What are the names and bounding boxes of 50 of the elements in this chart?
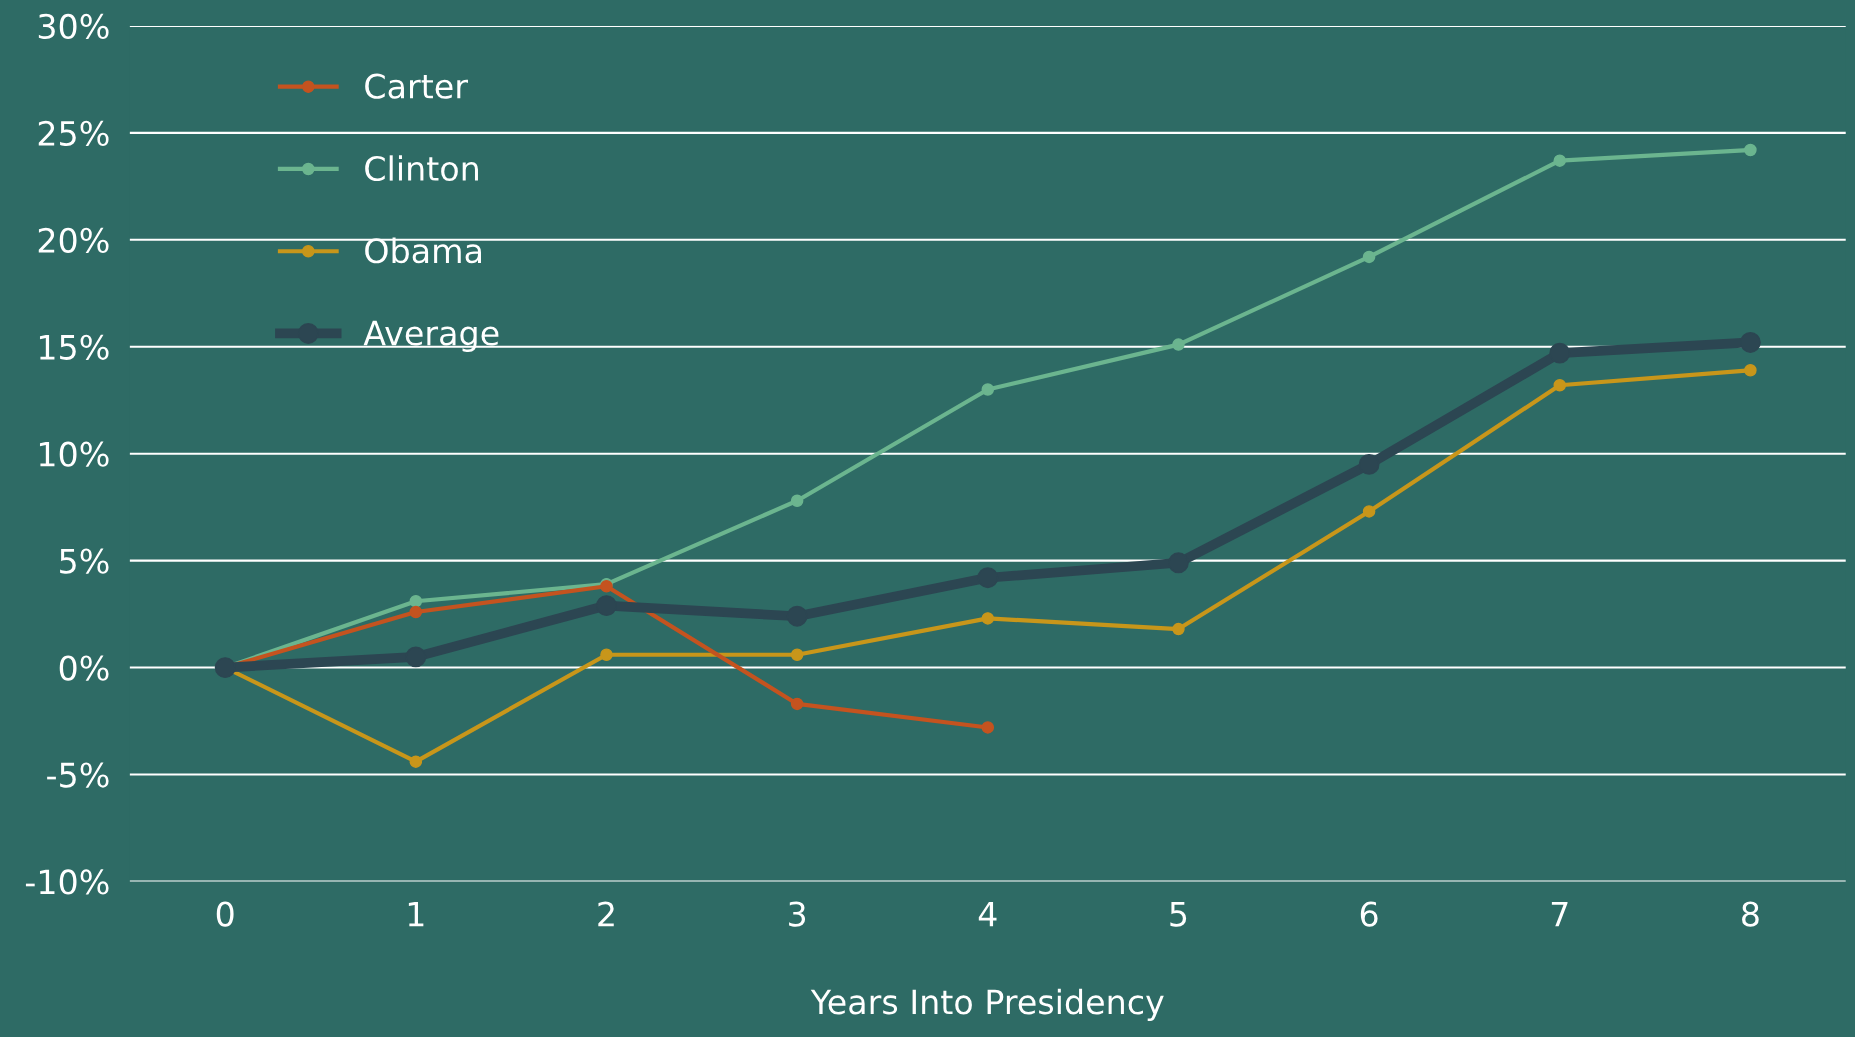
point: [786, 605, 808, 627]
x-tick-label: 4: [978, 901, 997, 927]
point: [1744, 364, 1757, 377]
y-tick-label: 5%: [60, 548, 109, 574]
point: [409, 595, 423, 608]
point: [1744, 143, 1757, 157]
point: [1172, 622, 1185, 636]
point: [1172, 338, 1185, 351]
point: [1358, 453, 1380, 475]
point: [1739, 332, 1761, 353]
x-tick-label: 0: [216, 901, 234, 927]
point: [1549, 342, 1571, 364]
point: [790, 648, 804, 661]
x-tick-label: 2: [598, 901, 614, 927]
legend-label: Average: [363, 320, 499, 353]
point: [1553, 378, 1567, 392]
legend-label: Clinton: [365, 155, 478, 182]
y-tick-label: -5%: [47, 762, 109, 788]
point: [600, 648, 613, 661]
point: [981, 612, 995, 625]
point: [981, 383, 995, 396]
x-tick-label: 5: [1170, 901, 1187, 927]
x-tick-label: 1: [408, 901, 424, 927]
y-tick-label: 15%: [39, 334, 109, 360]
x-axis-title: Years Into Presidency: [810, 988, 1164, 1021]
point: [405, 646, 427, 668]
x-tick-label: 7: [1551, 901, 1568, 927]
point: [790, 494, 804, 507]
point: [1168, 552, 1189, 574]
point: [214, 657, 236, 678]
x-tick-label: 6: [1360, 901, 1378, 927]
point: [1362, 250, 1376, 264]
point: [1362, 505, 1376, 518]
point: [596, 595, 617, 616]
x-tick-label: 8: [1742, 901, 1759, 927]
point: [790, 697, 804, 711]
point: [981, 721, 995, 734]
point: [409, 755, 423, 768]
legend-label: Obama: [365, 237, 481, 264]
point: [409, 605, 423, 619]
x-tick-label: 3: [789, 901, 806, 927]
y-tick-label: 20%: [38, 227, 109, 253]
y-tick-label: 25%: [38, 120, 109, 146]
y-tick-label: -10%: [25, 869, 109, 895]
point: [1553, 154, 1567, 167]
y-tick-label: 10%: [39, 441, 109, 467]
legend-label: Carter: [365, 73, 468, 99]
point: [977, 567, 999, 589]
y-tick-label: 0%: [59, 655, 109, 681]
y-tick-label: 30%: [38, 13, 109, 40]
